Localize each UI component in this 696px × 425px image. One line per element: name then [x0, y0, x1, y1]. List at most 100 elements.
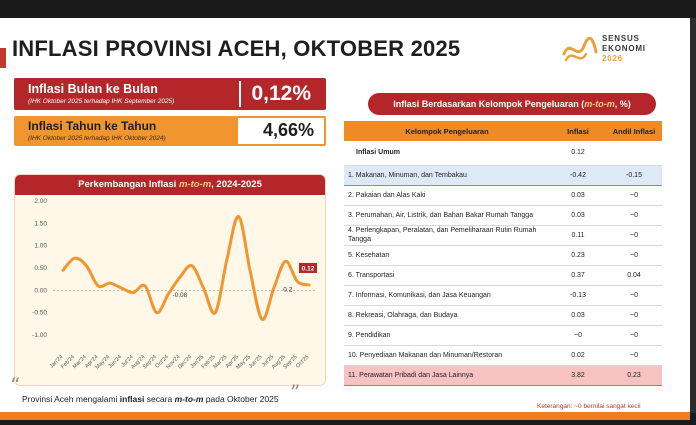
data-label: 0.2 [283, 286, 292, 293]
table-title-pre: Inflasi Berdasarkan Kelompok Pengeluaran… [393, 99, 585, 109]
data-label-box [299, 262, 317, 273]
row-andil: ~0 [606, 285, 662, 306]
data-point [296, 280, 299, 283]
row-label: 5. Kesehatan [344, 245, 550, 266]
quote-close-icon: ” [290, 380, 301, 404]
data-point [261, 318, 263, 321]
logo-line-2: EKONOMI [602, 44, 646, 53]
row-andil [606, 141, 662, 166]
caption-mid: secara [144, 394, 175, 404]
data-label: -0.08 [172, 292, 187, 299]
row-label: 1. Makanan, Minuman, dan Tembakau [344, 164, 550, 186]
y-tick-label: 1.00 [34, 243, 47, 250]
y-tick-label: 1.50 [34, 220, 47, 227]
data-point [85, 264, 88, 267]
data-point [144, 285, 146, 287]
data-point [202, 287, 205, 289]
row-andil: ~0 [606, 345, 662, 366]
y-tick-label: 0.00 [34, 287, 47, 294]
table-row: 2. Pakaian dan Alas Kaki 0.03 ~0 [344, 185, 662, 206]
y-tick-label: -1.00 [32, 332, 47, 339]
table-row: 6. Transportasi 0.37 0.04 [344, 265, 662, 286]
data-point [120, 287, 123, 289]
table-row: 9. Pendidikan ~0 ~0 [344, 325, 662, 346]
col-header-inflasi: Inflasi [550, 121, 606, 141]
row-inflasi: 3.82 [550, 364, 606, 386]
col-header-andil: Andil Inflasi [606, 121, 662, 141]
mtm-sub: (IHK Oktober 2025 terhadap IHK September… [28, 98, 175, 105]
mtm-value-cell: 0,12% [239, 81, 323, 107]
data-point [226, 258, 228, 260]
table-row: 7. Informasi, Komunikasi, dan Jasa Keuan… [344, 285, 662, 306]
data-point [73, 257, 76, 259]
bottom-accent-bar [0, 412, 690, 420]
logo-text: SENSUS EKONOMI 2026 [602, 34, 646, 64]
caption-bold: inflasi [119, 394, 145, 404]
chart-panel: Perkembangan Inflasi m-to-m, 2024-2025 2… [14, 174, 326, 386]
data-point [249, 271, 252, 274]
row-andil: ~0 [606, 325, 662, 346]
yoy-value: 4,66% [262, 120, 314, 140]
table-row: 8. Rekreasi, Olahraga, dan Budaya 0.03 ~0 [344, 305, 662, 326]
y-tick-label: -0.50 [32, 310, 47, 317]
row-andil: -0.15 [606, 164, 662, 186]
yoy-label: Inflasi Tahun ke Tahun [28, 119, 157, 133]
table-row: 3. Perumahan, Air, Listrik, dan Bahan Ba… [344, 205, 662, 226]
row-andil: ~0 [606, 185, 662, 206]
row-inflasi: 0.23 [550, 245, 606, 266]
data-point [284, 260, 287, 263]
row-label: 11. Perawatan Pribadi dan Jasa Lainnya [344, 364, 550, 386]
row-label: 7. Informasi, Komunikasi, dan Jasa Keuan… [344, 285, 550, 306]
row-inflasi: 0.03 [550, 185, 606, 206]
row-inflasi: -0.42 [550, 164, 606, 186]
data-point [179, 276, 181, 278]
table-header-row: Kelompok Pengeluaran Inflasi Andil Infla… [344, 121, 662, 141]
x-tick-label: Oct'25 [295, 354, 310, 369]
title-accent-bar [0, 48, 6, 68]
logo-line-1: SENSUS [602, 34, 640, 43]
data-point [214, 311, 217, 314]
inflation-table: Kelompok Pengeluaran Inflasi Andil Infla… [344, 121, 662, 386]
data-point [109, 282, 111, 284]
table-row: 5. Kesehatan 0.23 ~0 [344, 245, 662, 266]
infographic-slide: INFLASI PROVINSI ACEH, OKTOBER 2025 SENS… [0, 18, 696, 420]
row-label: Inflasi Umum [344, 141, 550, 166]
row-inflasi: -0.13 [550, 285, 606, 306]
table-title: Inflasi Berdasarkan Kelompok Pengeluaran… [368, 93, 656, 115]
chart-title-em: m-to-m [178, 179, 212, 190]
row-label: 2. Pakaian dan Alas Kaki [344, 185, 550, 206]
caption-em: m-to-m [174, 394, 204, 404]
mtm-value: 0,12% [251, 82, 311, 105]
data-point [132, 291, 135, 294]
row-inflasi: ~0 [550, 325, 606, 346]
row-label: 10. Penyediaan Makanan dan Minuman/Resto… [344, 345, 550, 366]
caption-post: pada Oktober 2025 [203, 394, 279, 404]
chart-title-post: , 2024-2025 [211, 179, 262, 190]
mtm-inflation-box: Inflasi Bulan ke Bulan (IHK Oktober 2025… [14, 78, 326, 110]
line-chart: 2.00 1.50 1.00 0.50 0.00 -0.50 -1.00 -0.08 0.2 0.… [32, 198, 317, 371]
data-point [308, 284, 310, 286]
row-label: 6. Transportasi [344, 265, 550, 286]
row-label: 3. Perumahan, Air, Listrik, dan Bahan Ba… [344, 205, 550, 226]
row-andil: ~0 [606, 305, 662, 326]
row-andil: 0.04 [606, 265, 662, 286]
table-row: 11. Perawatan Pribadi dan Jasa Lainnya 3.… [344, 364, 662, 386]
quote-open-icon: “ [10, 373, 21, 397]
row-inflasi: 0.12 [550, 141, 606, 166]
row-inflasi: 0.03 [550, 205, 606, 226]
table-row-umum: Inflasi Umum 0.12 [344, 141, 662, 166]
x-tick-label: Jun'25 [248, 354, 264, 370]
y-tick-label: 0.50 [34, 265, 47, 272]
data-point [167, 293, 170, 295]
chart-title: Perkembangan Inflasi m-to-m, 2024-2025 [15, 175, 325, 195]
data-point [97, 285, 99, 287]
data-point [237, 215, 240, 218]
row-andil: ~0 [606, 225, 662, 246]
row-label: 4. Perlengkapan, Peralatan, dan Pemeliha… [344, 225, 550, 246]
row-label: 8. Rekreasi, Olahraga, dan Budaya [344, 305, 550, 326]
chart-caption: Provinsi Aceh mengalami inflasi secara m… [22, 394, 279, 404]
row-andil: ~0 [606, 205, 662, 226]
yoy-sub: (IHK Oktober 2025 terhadap IHK Oktober 2… [28, 135, 166, 142]
row-inflasi: 0.11 [550, 225, 606, 246]
logo-line-3: 2026 [602, 54, 623, 63]
